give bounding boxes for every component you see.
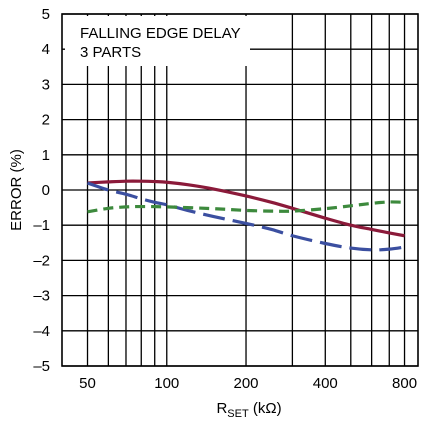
- x-axis-title-sub: SET: [227, 408, 249, 420]
- annotation-line-1: FALLING EDGE DELAY: [80, 25, 241, 42]
- y-tick-label: 1: [42, 147, 50, 164]
- grid: [62, 13, 418, 367]
- x-axis-title-unit: (kΩ): [249, 400, 282, 417]
- annotation-line-2: 3 PARTS: [80, 44, 141, 61]
- x-axis-title-main: R: [216, 400, 227, 417]
- annotation-background: [65, 16, 250, 66]
- y-tick-label: –3: [33, 288, 50, 305]
- y-tick-label: –4: [33, 323, 50, 340]
- series-layer: [86, 179, 405, 252]
- y-tick-label: 2: [42, 112, 50, 129]
- y-tick-label: 4: [42, 41, 50, 58]
- x-tick-label: 50: [79, 375, 96, 392]
- series-line-3: [87, 200, 405, 214]
- plot-border: [61, 13, 419, 367]
- y-tick-label: 0: [42, 182, 50, 199]
- series-line-1: [87, 179, 405, 238]
- x-tick-label: 400: [313, 375, 338, 392]
- y-tick-label: –5: [33, 358, 50, 375]
- x-tick-label: 200: [234, 375, 259, 392]
- y-tick-label: 3: [42, 76, 50, 93]
- y-tick-labels: –5 –4 –3 –2 –1 0 1 2 3 4 5: [33, 6, 50, 375]
- y-tick-label: –2: [33, 252, 50, 269]
- y-axis-title: ERROR (%): [8, 149, 25, 231]
- y-tick-label: –1: [33, 217, 50, 234]
- x-tick-label: 800: [392, 375, 417, 392]
- annotation: FALLING EDGE DELAY 3 PARTS: [65, 16, 250, 66]
- plot-frame: [61, 13, 419, 367]
- series-line-2: [86, 181, 405, 252]
- x-tick-label: 100: [154, 375, 179, 392]
- x-tick-labels: 50 100 200 400 800: [79, 375, 417, 392]
- x-axis-title: RSET (kΩ): [216, 400, 281, 420]
- y-tick-label: 5: [42, 6, 50, 23]
